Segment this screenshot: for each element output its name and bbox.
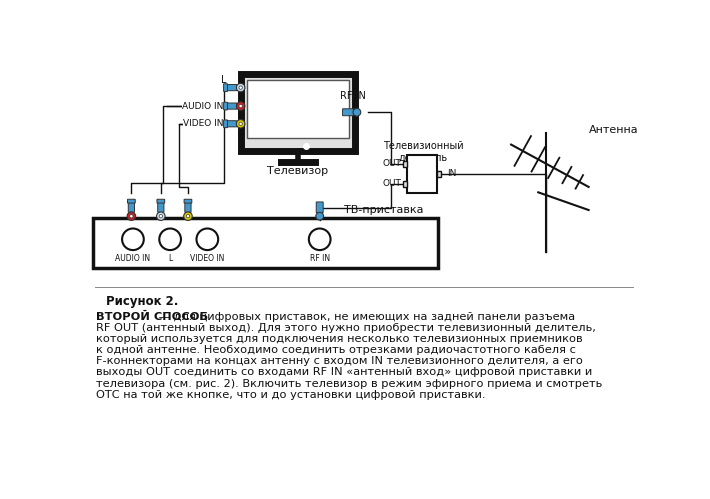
FancyBboxPatch shape [226,84,236,91]
Text: VIDEO IN: VIDEO IN [190,254,224,263]
Text: AUDIO IN: AUDIO IN [115,254,151,263]
FancyBboxPatch shape [241,74,355,151]
Text: RF IN: RF IN [310,254,329,263]
Text: OUT: OUT [382,179,401,188]
Text: который используется для подключения несколько телевизионных приемников: который используется для подключения нес… [97,334,583,344]
FancyBboxPatch shape [185,202,191,213]
FancyBboxPatch shape [128,199,135,203]
Text: VIDEO IN: VIDEO IN [183,119,224,128]
Circle shape [236,120,245,128]
FancyBboxPatch shape [157,199,165,203]
Circle shape [184,212,192,221]
Circle shape [127,212,136,221]
Text: IN: IN [447,169,457,178]
Circle shape [353,108,361,116]
FancyBboxPatch shape [158,202,164,213]
FancyBboxPatch shape [224,102,227,110]
Text: Рисунок 2.: Рисунок 2. [106,295,178,308]
Text: к одной антенне. Необходимо соединить отрезками радиочастотного кабеля с: к одной антенне. Необходимо соединить от… [97,345,577,355]
Circle shape [236,83,245,92]
Circle shape [159,229,181,250]
Circle shape [239,86,242,89]
Text: Телевизор: Телевизор [268,166,329,176]
Circle shape [122,229,143,250]
FancyBboxPatch shape [224,84,227,91]
Text: L: L [168,254,173,263]
Text: RF IN: RF IN [340,91,366,101]
FancyBboxPatch shape [184,199,192,203]
FancyBboxPatch shape [92,218,437,268]
Circle shape [236,102,245,110]
Text: ВТОРОЙ СПОСОБ: ВТОРОЙ СПОСОБ [97,312,209,322]
Circle shape [239,104,242,108]
Circle shape [159,215,163,218]
Circle shape [309,229,331,250]
FancyBboxPatch shape [342,109,354,116]
Text: F-коннекторами на концах антенну с входом IN телевизионного делителя, а его: F-коннекторами на концах антенну с входо… [97,356,584,366]
Circle shape [186,215,190,218]
Text: Телевизионный
делитель: Телевизионный делитель [383,141,464,163]
Circle shape [239,122,242,125]
Text: ТВ-приставка: ТВ-приставка [344,205,424,215]
FancyBboxPatch shape [437,171,442,177]
FancyBboxPatch shape [226,103,236,109]
FancyBboxPatch shape [129,202,134,213]
FancyBboxPatch shape [316,202,323,213]
FancyBboxPatch shape [247,80,349,138]
FancyBboxPatch shape [403,161,408,167]
FancyBboxPatch shape [226,121,236,127]
Text: RF OUT (антенный выход). Для этого нужно приобрести телевизионный делитель,: RF OUT (антенный выход). Для этого нужно… [97,323,596,333]
Text: Антенна: Антенна [589,125,638,135]
Text: L: L [221,75,226,85]
Text: — для цифровых приставок, не имеющих на задней панели разъема: — для цифровых приставок, не имеющих на … [155,312,575,322]
Circle shape [197,229,218,250]
Text: телевизора (см. рис. 2). Включить телевизор в режим эфирного приема и смотреть: телевизора (см. рис. 2). Включить телеви… [97,379,603,389]
Circle shape [130,215,133,218]
Text: выходы OUT соединить со входами RF IN «антенный вход» цифровой приставки и: выходы OUT соединить со входами RF IN «а… [97,367,593,378]
Text: AUDIO IN: AUDIO IN [182,102,224,111]
Text: OUT: OUT [382,159,401,168]
FancyBboxPatch shape [403,181,408,187]
Text: ОТС на той же кнопке, что и до установки цифровой приставки.: ОТС на той же кнопке, что и до установки… [97,390,486,400]
Circle shape [316,213,324,220]
FancyBboxPatch shape [408,155,437,193]
FancyBboxPatch shape [224,120,227,128]
Circle shape [157,212,165,221]
